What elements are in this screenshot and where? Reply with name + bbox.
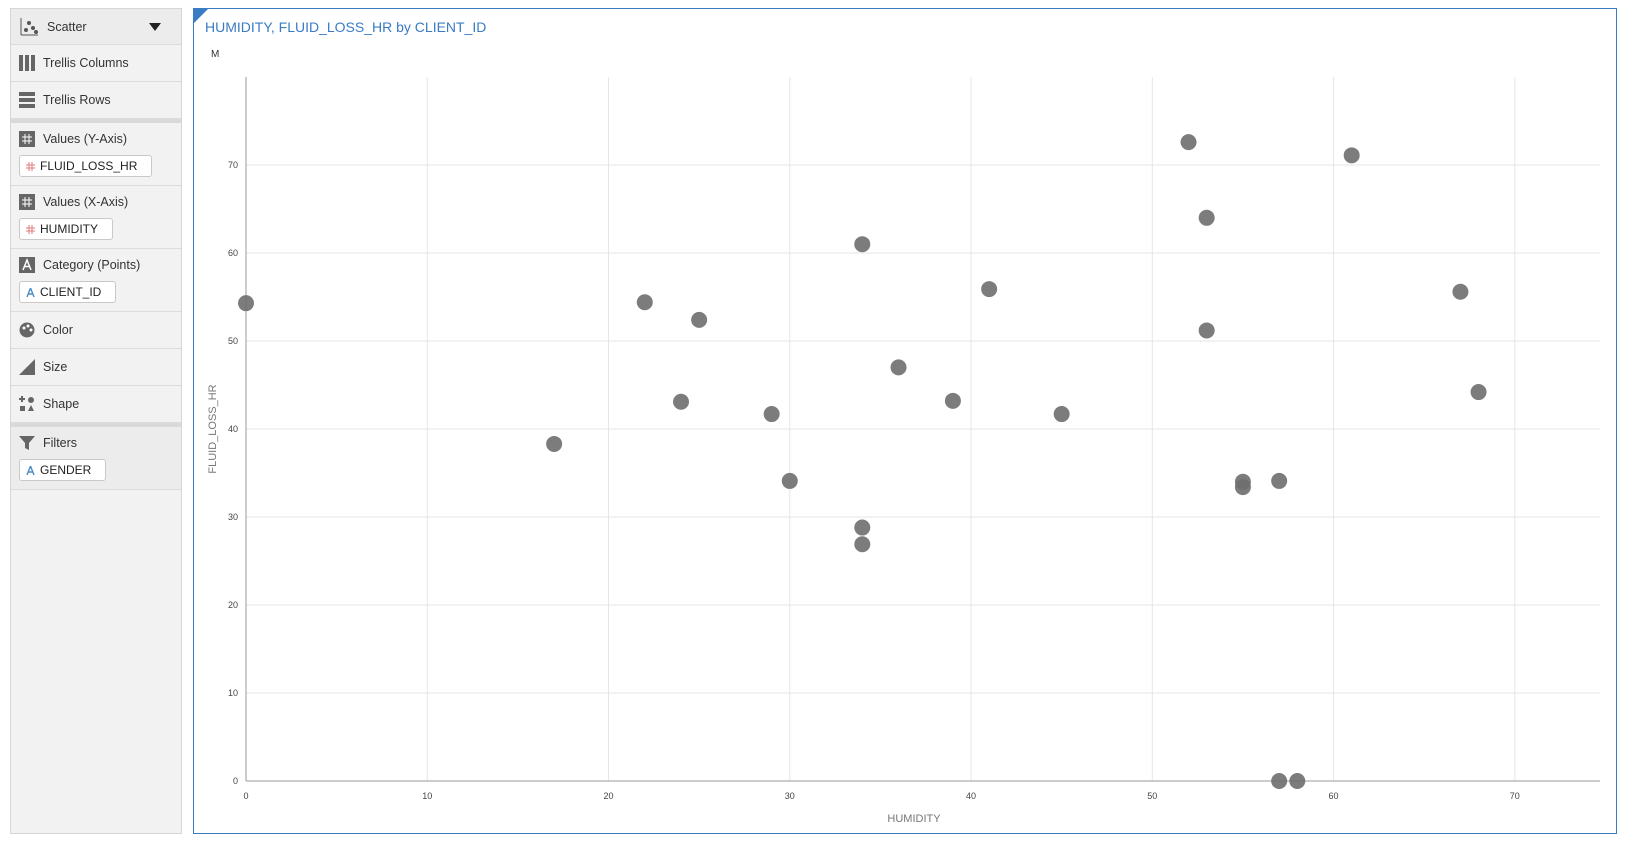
label: Category (Points) [43,258,141,272]
point [1234,479,1251,496]
label: Values (Y-Axis) [43,132,128,146]
y-tick-label: 10 [228,688,238,698]
point [636,294,653,311]
field: HUMIDITY [40,222,98,236]
field-pill[interactable]: HUMIDITY [19,218,113,240]
point [1470,384,1487,401]
label: Size [43,360,68,374]
point [763,406,780,423]
x-tick-label: 10 [422,791,432,801]
point [781,472,798,489]
label: Shape [43,397,80,411]
icon [19,257,35,273]
label: Values (X-Axis) [43,195,129,209]
x-tick-label: 70 [1510,791,1520,801]
point [854,536,871,553]
field-pill[interactable]: FLUID_LOSS_HR [19,155,153,177]
point [238,295,254,312]
point [546,435,563,452]
point [673,393,690,410]
point [1271,472,1288,489]
x-tick-label: 20 [604,791,614,801]
x-values-group: Values (X-Axis) HUMIDITY [11,186,181,249]
label: Trellis Rows [43,93,111,107]
point [691,311,708,328]
point [1053,406,1070,423]
point [1452,283,1469,300]
category-group: Category (Points) CLIENT_ID [11,249,181,312]
label: Color [43,323,73,337]
icon [19,322,35,338]
icon [19,92,35,108]
icon [26,465,35,475]
chart-panel: HUMIDITY, FLUID_LOSS_HR by CLIENT_ID M H… [193,8,1617,834]
icon [19,131,35,147]
panel-label: M [211,49,219,60]
separator [11,423,181,427]
icon [26,287,35,297]
point [1289,773,1306,789]
size[interactable]: Size [11,349,181,386]
y-tick-label: 30 [228,512,238,522]
y-tick-label: 0 [233,776,238,786]
trellis-columns[interactable]: Trellis Columns [11,45,181,82]
label: Filters [43,436,78,450]
y-tick-label: 40 [228,424,238,434]
x-tick-label: 40 [966,791,976,801]
field-pill[interactable]: CLIENT_ID [19,281,117,303]
point [981,281,998,298]
color[interactable]: Color [11,312,181,349]
y-values-group: Values (Y-Axis) FLUID_LOSS_HR [11,123,181,186]
field: CLIENT_ID [40,285,102,299]
shape[interactable]: Shape [11,386,181,423]
x-tick-label: 50 [1147,791,1157,801]
icon [26,224,35,234]
field-pill[interactable]: GENDER [19,459,107,481]
separator [11,119,181,123]
y-tick-label: 60 [228,248,238,258]
point [1271,773,1288,789]
point [854,519,871,536]
icon [19,396,34,411]
chart: HUMIDITY, FLUID_LOSS_HR by CLIENT_ID M H… [194,9,1600,825]
x-tick-label: 30 [785,791,795,801]
x-axis-label: HUMIDITY [887,813,941,825]
x-tick-label: 0 [243,791,248,801]
x-tick-label: 60 [1329,791,1339,801]
corner-marker [194,9,208,23]
sidebar: Scatter Trellis Columns Trellis Rows Val… [10,8,182,834]
point [1198,209,1215,226]
icon [19,194,35,210]
point [944,392,961,409]
point [1343,147,1360,164]
icon [19,436,35,450]
chart-type-label: Scatter [47,19,87,34]
trellis-rows[interactable]: Trellis Rows [11,82,181,119]
scatter-icon [20,17,38,35]
chart-type-selector[interactable]: Scatter [11,9,181,45]
y-axis-label: FLUID_LOSS_HR [207,384,219,473]
point [1198,322,1215,339]
icon [19,359,35,375]
y-tick-label: 70 [228,160,238,170]
chart-title: HUMIDITY, FLUID_LOSS_HR by CLIENT_ID [205,19,486,35]
y-tick-label: 50 [228,336,238,346]
icon [19,55,35,71]
point [854,236,871,253]
point [890,359,907,376]
filters-group: Filters GENDER [11,427,181,490]
icon [26,161,35,171]
point [1180,134,1197,151]
field: FLUID_LOSS_HR [40,159,138,173]
dropdown-arrow[interactable] [149,22,161,31]
label: Trellis Columns [43,56,129,70]
y-tick-label: 20 [228,600,238,610]
field: GENDER [40,463,92,477]
